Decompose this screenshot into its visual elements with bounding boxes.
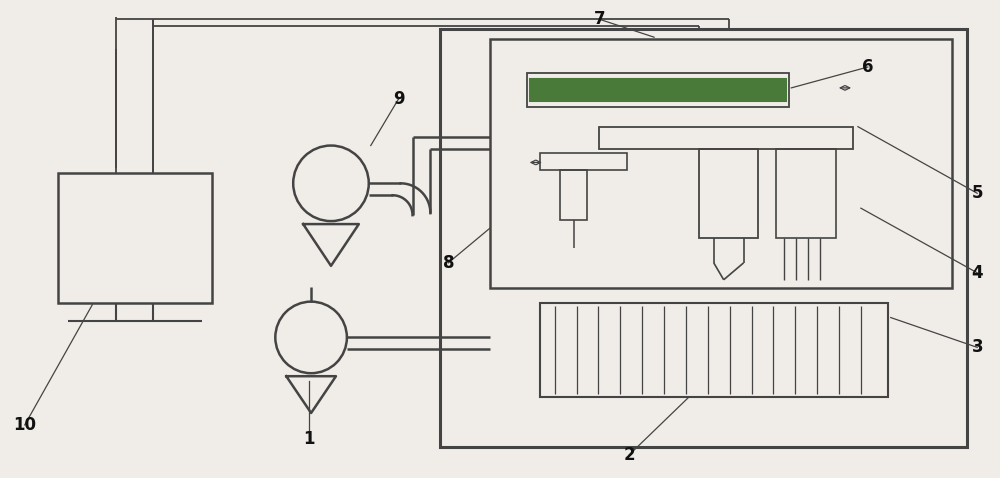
Text: 4: 4	[971, 264, 983, 282]
Text: 3: 3	[971, 338, 983, 357]
Text: 6: 6	[862, 58, 874, 76]
Bar	[490, 39, 952, 288]
Text: 9: 9	[393, 90, 404, 108]
Bar	[699, 149, 758, 238]
Text: 2: 2	[623, 446, 635, 464]
Bar	[599, 127, 853, 149]
Bar	[530, 79, 786, 101]
Bar	[540, 303, 888, 397]
Bar	[560, 170, 587, 220]
Text: 5: 5	[971, 184, 983, 202]
Bar	[58, 174, 212, 303]
Text: 7: 7	[594, 11, 605, 28]
Bar	[527, 73, 789, 107]
Bar	[540, 153, 627, 170]
Text: 1: 1	[303, 430, 315, 448]
Text: 10: 10	[13, 416, 36, 434]
Bar	[776, 149, 836, 238]
Text: 8: 8	[443, 254, 454, 272]
Bar	[440, 29, 967, 447]
